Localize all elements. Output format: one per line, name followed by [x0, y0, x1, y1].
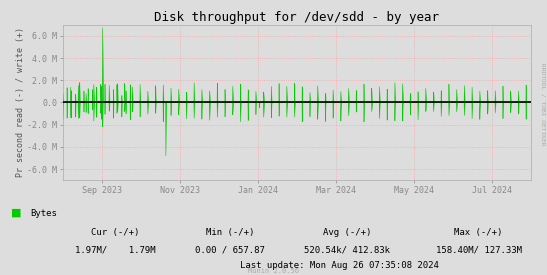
Text: Munin 2.0.56: Munin 2.0.56 — [248, 268, 299, 274]
Title: Disk throughput for /dev/sdd - by year: Disk throughput for /dev/sdd - by year — [154, 10, 439, 24]
Text: ■: ■ — [11, 208, 21, 218]
Text: 520.54k/ 412.83k: 520.54k/ 412.83k — [304, 246, 391, 255]
Text: 158.40M/ 127.33M: 158.40M/ 127.33M — [435, 246, 522, 255]
Text: Min (-/+): Min (-/+) — [206, 228, 254, 237]
Text: Avg (-/+): Avg (-/+) — [323, 228, 371, 237]
Text: RRDTOOL / TOBI OETIKER: RRDTOOL / TOBI OETIKER — [541, 63, 546, 146]
Text: 1.97M/    1.79M: 1.97M/ 1.79M — [74, 246, 155, 255]
Text: Last update: Mon Aug 26 07:35:08 2024: Last update: Mon Aug 26 07:35:08 2024 — [240, 261, 439, 270]
Text: 0.00 / 657.87: 0.00 / 657.87 — [195, 246, 265, 255]
Text: Bytes: Bytes — [30, 209, 57, 218]
Text: Cur (-/+): Cur (-/+) — [91, 228, 139, 237]
Y-axis label: Pr second read (-) / write (+): Pr second read (-) / write (+) — [15, 28, 25, 177]
Text: Max (-/+): Max (-/+) — [455, 228, 503, 237]
